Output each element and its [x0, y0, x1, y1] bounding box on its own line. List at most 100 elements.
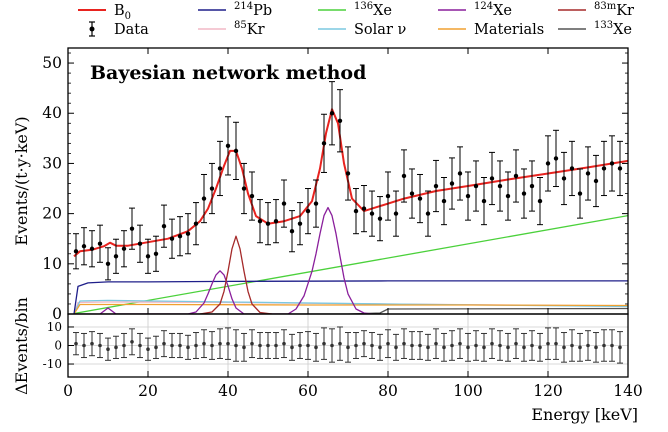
residual-axis-title: ΔEvents/bin — [12, 297, 31, 395]
residual-point — [106, 347, 110, 352]
data-point — [449, 181, 455, 186]
residual-point — [426, 345, 430, 350]
x-tick-label: 60 — [298, 382, 318, 400]
data-point — [601, 166, 607, 171]
data-point — [289, 228, 295, 234]
y-axis-title: Events/(t·y·keV) — [12, 116, 31, 245]
data-point — [553, 156, 559, 161]
data-point — [593, 178, 599, 184]
data-point — [505, 193, 511, 199]
data-point — [233, 148, 239, 154]
residual-point — [562, 345, 566, 350]
residual-point — [442, 345, 446, 350]
residual-point — [258, 343, 262, 348]
residual-point — [322, 341, 326, 346]
data-point — [425, 211, 431, 216]
residual-point — [394, 345, 398, 350]
data-point — [129, 226, 135, 231]
series-83mkr-line — [199, 235, 273, 314]
legend-label-materials: Materials — [474, 22, 544, 38]
residual-point — [170, 343, 174, 348]
data-point — [577, 191, 583, 196]
data-point — [153, 251, 159, 256]
residual-point — [234, 343, 238, 348]
x-tick-label: 40 — [218, 382, 238, 400]
data-point — [497, 183, 503, 189]
data-point — [345, 171, 351, 176]
residual-point — [98, 343, 102, 348]
residual-point — [194, 343, 198, 348]
residual-point — [114, 345, 118, 350]
residual-point — [506, 345, 510, 350]
residual-point — [90, 341, 94, 346]
residual-point — [354, 343, 358, 348]
residual-point — [266, 343, 270, 348]
model-curves — [73, 108, 628, 314]
data-point — [257, 218, 263, 224]
data-point — [113, 254, 119, 259]
data-point — [585, 171, 591, 176]
residual-point — [458, 341, 462, 346]
residual-point — [578, 345, 582, 350]
data-point — [105, 261, 111, 267]
data-point — [305, 208, 311, 214]
residual-point — [178, 343, 182, 348]
residual-point — [610, 343, 614, 348]
residual-point — [210, 343, 214, 348]
residual-point — [498, 343, 502, 348]
x-tick-label: 80 — [378, 382, 398, 400]
residual-point — [378, 345, 382, 350]
residual-point — [130, 339, 134, 344]
residual-point — [418, 343, 422, 348]
data-point — [513, 173, 519, 179]
residual-point — [514, 341, 518, 346]
series-materials-line — [73, 303, 628, 314]
series-133xe-line — [74, 307, 628, 314]
data-point — [409, 191, 415, 196]
x-tick-label: 0 — [63, 382, 73, 400]
y-tick-label: 40 — [42, 104, 62, 122]
series-124xe-line — [99, 206, 373, 314]
legend-label-xe133: 133Xe — [594, 20, 632, 38]
residual-point — [618, 345, 622, 350]
residual-point — [122, 343, 126, 348]
residual-point — [466, 345, 470, 350]
y-tick-label: 30 — [42, 154, 62, 172]
data-point — [337, 118, 343, 123]
residual-point — [530, 343, 534, 348]
residual-point — [386, 341, 390, 346]
data-point — [81, 244, 87, 249]
residual-point — [282, 341, 286, 346]
y-tick-label: 20 — [42, 205, 62, 223]
data-point — [297, 221, 303, 226]
residual-point — [362, 341, 366, 346]
residual-point — [402, 341, 406, 346]
data-point — [249, 193, 255, 199]
data-point — [353, 208, 359, 214]
legend-label-kr85: 85Kr — [234, 20, 265, 38]
residual-point — [242, 345, 246, 350]
data-point — [617, 166, 623, 171]
residual-points — [73, 326, 623, 364]
residual-point — [226, 341, 230, 346]
data-point — [97, 241, 103, 246]
legend-swatch-dot-data — [89, 26, 95, 32]
legend-label-b0: B0 — [114, 3, 131, 22]
data-point — [465, 193, 471, 199]
residual-point — [450, 343, 454, 348]
legend-label-pb214: 214Pb — [234, 1, 272, 19]
data-point — [401, 173, 407, 179]
data-point — [473, 183, 479, 189]
residual-point — [538, 345, 542, 350]
data-point — [329, 111, 335, 116]
data-point — [225, 143, 231, 149]
series-214pb-line — [73, 280, 628, 314]
residual-y-tick-label: 0 — [54, 339, 62, 353]
x-tick-label: 20 — [138, 382, 158, 400]
data-point — [441, 198, 447, 204]
data-point — [609, 161, 615, 166]
data-point — [201, 196, 207, 201]
